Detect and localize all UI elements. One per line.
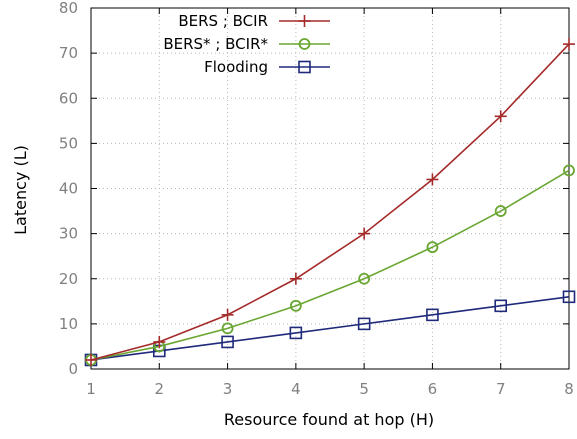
series-bers-bcir (85, 164, 575, 366)
data-point (221, 335, 234, 349)
grid (91, 8, 569, 369)
legend-label: BERS* ; BCIR* (163, 35, 268, 53)
x-tick-label: 3 (223, 380, 233, 398)
series-line (90, 169, 570, 361)
y-tick-label: 80 (59, 0, 78, 17)
series-line (90, 296, 570, 361)
data-point (153, 335, 166, 348)
data-point (426, 308, 439, 322)
plot-frame (90, 7, 570, 370)
x-tick-label: 1 (86, 380, 96, 398)
data-point (563, 38, 575, 51)
series-layer (84, 38, 576, 367)
data-point (563, 164, 575, 177)
y-axis-label: Latency (L) (11, 145, 30, 235)
x-tick-label: 7 (496, 380, 506, 398)
x-axis-label: Resource found at hop (H) (224, 410, 434, 429)
data-point (426, 173, 439, 186)
series-line (90, 43, 570, 361)
data-point (358, 227, 371, 240)
data-point (221, 322, 234, 335)
x-tick-label: 6 (428, 380, 438, 398)
data-point (289, 326, 303, 340)
axes: 0 10 20 30 40 50 60 70 80 1 2 3 4 5 6 7 8 (59, 0, 574, 398)
y-tick-label: 40 (59, 180, 78, 198)
data-point (357, 317, 371, 331)
y-tick-label: 70 (59, 44, 78, 62)
data-point (494, 205, 507, 217)
y-tick-label: 10 (59, 315, 78, 333)
data-point (426, 241, 439, 254)
x-tick-label: 2 (155, 380, 165, 398)
x-tick-label: 5 (359, 380, 369, 398)
y-tick-label: 50 (59, 134, 78, 152)
data-point (358, 272, 371, 285)
y-tick-label: 20 (59, 270, 78, 288)
data-point (85, 353, 97, 366)
legend-swatch-marker (298, 38, 311, 50)
x-tick-label: 4 (291, 380, 301, 398)
legend: BERS ; BCIR BERS* ; BCIR* Flooding (163, 12, 330, 76)
y-tick-label: 60 (59, 89, 78, 107)
x-tick-label: 8 (564, 380, 574, 398)
legend-label: Flooding (204, 58, 268, 76)
data-point (562, 290, 576, 304)
data-point (289, 272, 302, 285)
legend-swatch-marker (298, 60, 311, 74)
y-tick-label: 30 (59, 225, 78, 243)
data-point (494, 299, 508, 313)
data-point (494, 110, 507, 123)
legend-label: BERS ; BCIR (178, 12, 268, 30)
legend-swatch-marker (298, 15, 311, 27)
data-point (289, 299, 302, 312)
series-bers-bcir (85, 38, 575, 366)
y-tick-label: 0 (68, 360, 78, 378)
data-point (221, 308, 234, 321)
